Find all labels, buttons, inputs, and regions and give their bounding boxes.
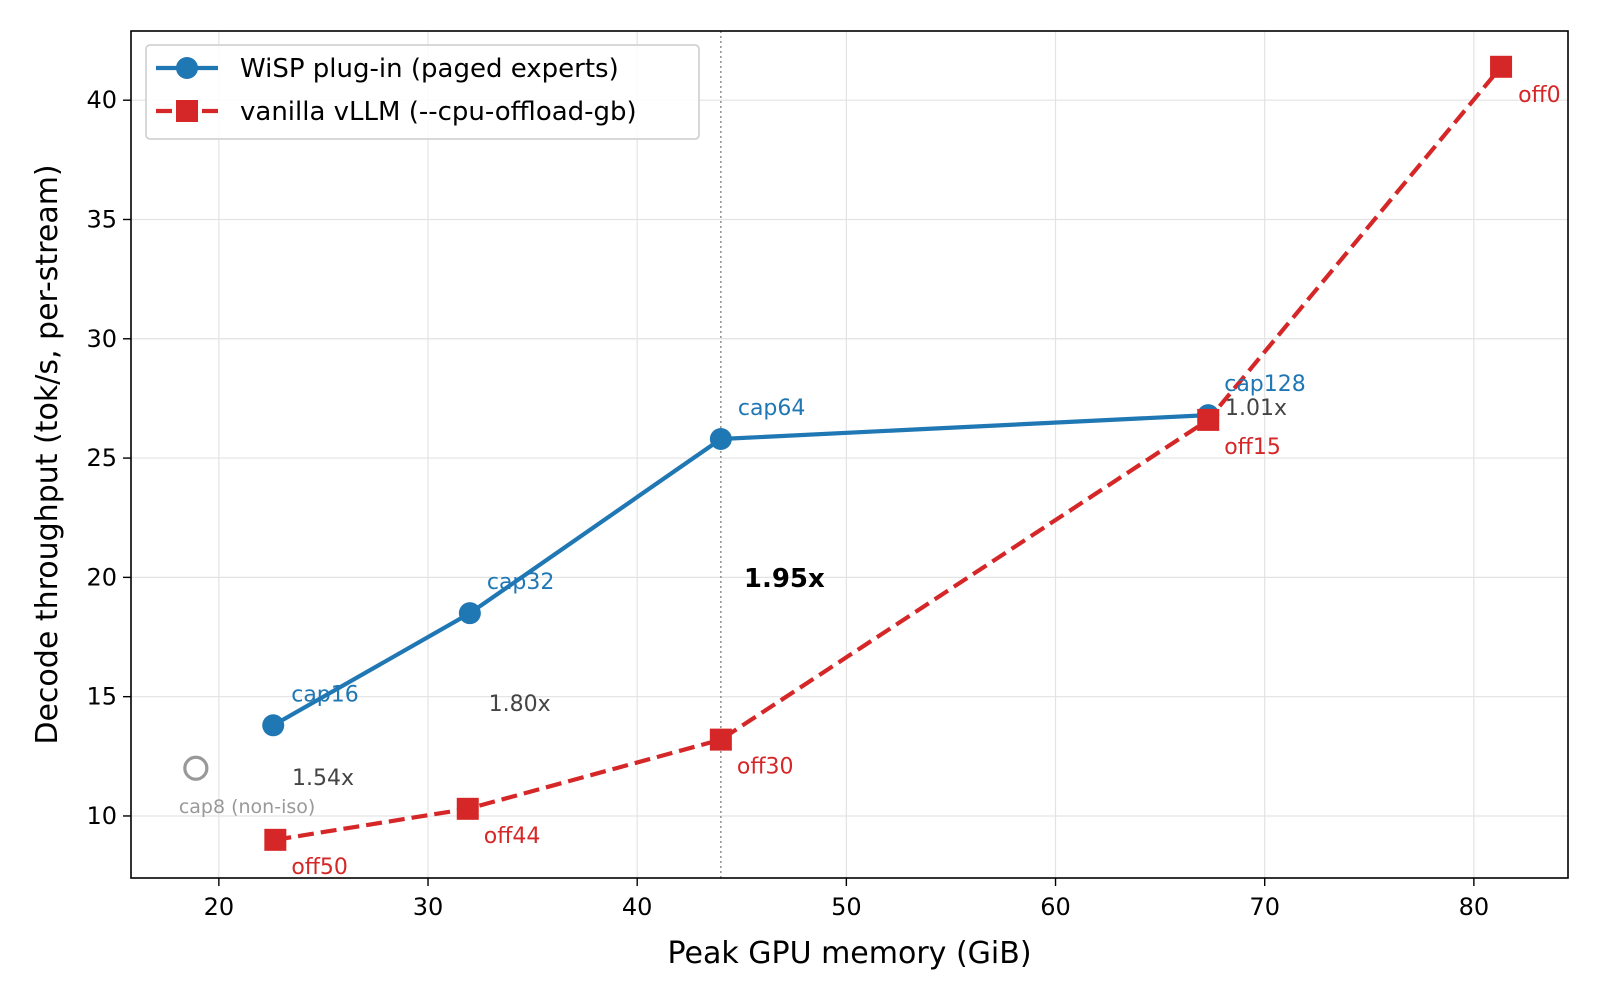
data-point [458, 602, 481, 625]
legend-box [145, 44, 700, 140]
legend-label: vanilla vLLM (--cpu-offload-gb) [240, 97, 637, 127]
legend-marker [176, 57, 198, 79]
legend: WiSP plug-in (paged experts) vanilla vLLM… [145, 44, 700, 140]
point-label: off0 [1518, 83, 1561, 108]
data-point [456, 797, 479, 820]
point-label: cap16 [291, 682, 359, 707]
y-tick-label: 40 [86, 86, 117, 114]
point-label: off15 [1224, 435, 1281, 460]
point-label: off30 [737, 755, 794, 780]
axis-ticks: 20 30 40 50 60 70 80 10 15 20 25 30 35 40 [86, 86, 1489, 921]
x-tick-label: 70 [1249, 893, 1280, 921]
y-tick-label: 25 [86, 444, 117, 472]
x-tick-label: 50 [831, 893, 862, 921]
extra-point-label: cap8 (non-iso) [179, 796, 315, 818]
point-label: cap32 [487, 570, 555, 595]
data-point [709, 728, 732, 751]
series-layer [183, 55, 1513, 851]
y-tick-label: 10 [86, 802, 117, 830]
grid [131, 31, 1568, 878]
plot-frame [130, 30, 1569, 879]
series-line-0 [272, 413, 1209, 728]
data-point [264, 828, 287, 851]
point-label: off44 [484, 824, 541, 849]
ratio-annotation: 1.95x [744, 564, 825, 594]
y-tick-label: 20 [86, 563, 117, 591]
x-tick-label: 80 [1459, 893, 1490, 921]
data-point [1490, 55, 1513, 78]
legend-marker [176, 100, 198, 122]
point-label: cap64 [738, 396, 806, 421]
ratio-annotation: 1.80x [489, 692, 551, 717]
x-axis-label: Peak GPU memory (GiB) [667, 936, 1031, 971]
data-point [1197, 408, 1220, 431]
data-point [262, 714, 285, 737]
legend-label: WiSP plug-in (paged experts) [240, 54, 619, 84]
y-tick-label: 35 [86, 205, 117, 233]
x-tick-label: 40 [622, 893, 653, 921]
point-label: cap128 [1224, 372, 1306, 397]
data-point [709, 427, 732, 450]
ratio-annotation: 1.01x [1225, 396, 1287, 421]
y-tick-label: 15 [86, 683, 117, 711]
point-label-layer: cap16 cap32 cap64 cap128 off50 off44 off30 off1… [179, 83, 1561, 880]
ratio-annotation: 1.54x [292, 766, 354, 791]
y-tick-label: 30 [86, 325, 117, 353]
y-axis-label: Decode throughput (tok/s, per-stream) [30, 164, 65, 744]
extra-data-point [183, 755, 209, 781]
x-tick-label: 20 [204, 893, 235, 921]
x-tick-label: 30 [413, 893, 444, 921]
x-tick-label: 60 [1040, 893, 1071, 921]
series-line-1 [274, 65, 1503, 842]
point-label: off50 [291, 855, 348, 880]
